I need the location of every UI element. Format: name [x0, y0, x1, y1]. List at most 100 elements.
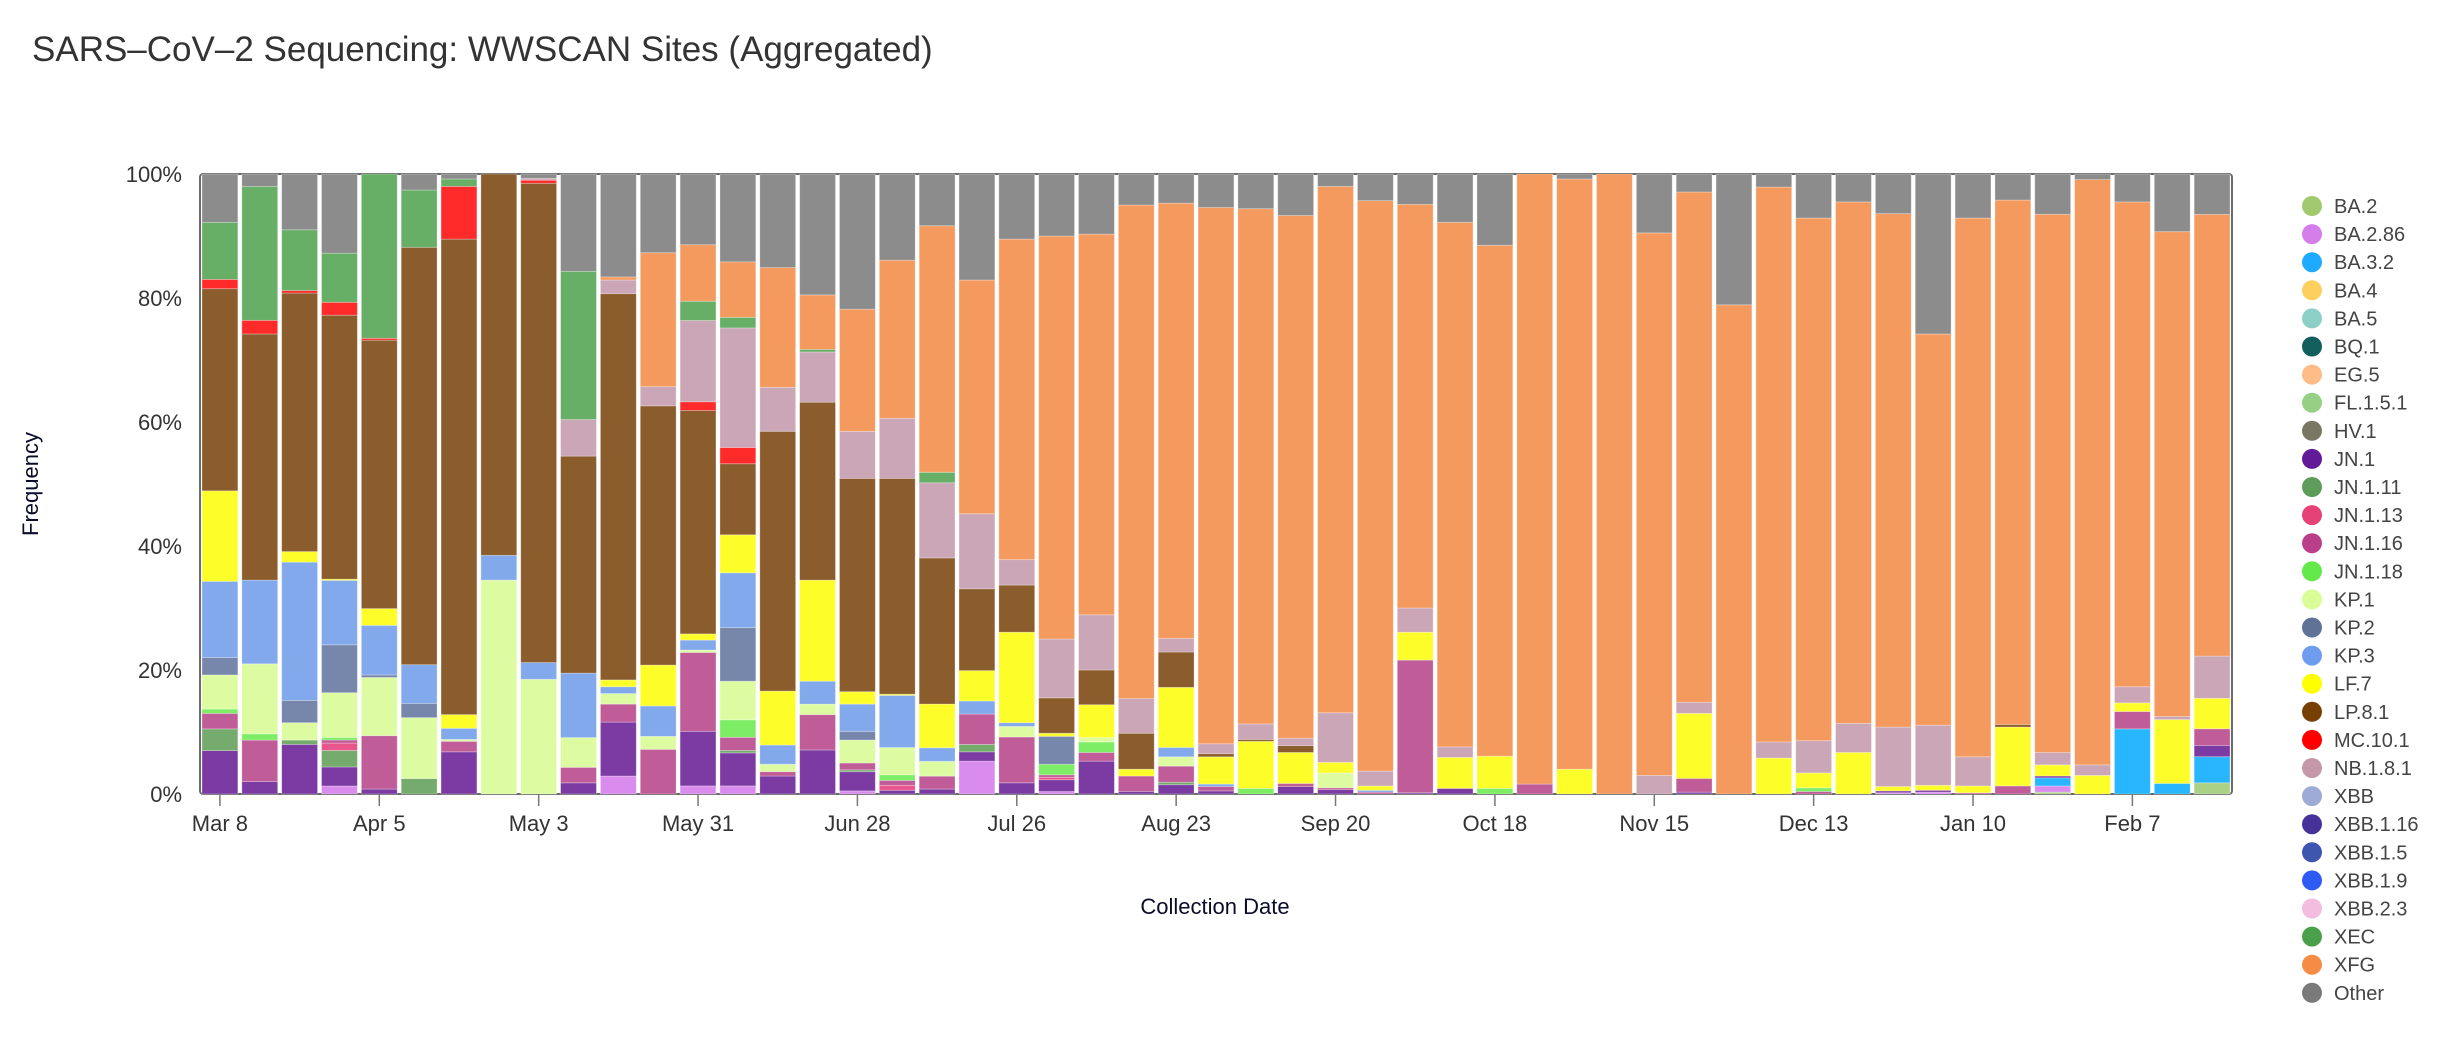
bar-segment-other[interactable] — [600, 173, 637, 278]
bar-segment-lf-7[interactable] — [1317, 761, 1354, 774]
bar-segment-lf-7[interactable] — [2114, 702, 2151, 712]
bar-segment-lf-7[interactable] — [281, 551, 318, 563]
bar-segment-nb-1-8-1[interactable] — [1835, 722, 1872, 753]
legend-item[interactable]: JN.1.13 — [2302, 505, 2403, 527]
bar-segment-jn-1-18[interactable] — [1795, 787, 1832, 792]
legend-item[interactable]: BA.3.2 — [2302, 252, 2394, 274]
bar-segment-xec[interactable] — [241, 185, 279, 321]
bar-stack[interactable] — [2153, 173, 2191, 795]
bar-stack[interactable] — [878, 173, 916, 795]
bar-stack[interactable] — [719, 173, 757, 795]
bar-stack[interactable] — [321, 173, 358, 795]
bar-segment-other[interactable] — [1556, 173, 1593, 180]
bar-segment-jn-1-16[interactable] — [1994, 785, 2032, 795]
bar-segment-kp-1[interactable] — [1317, 772, 1354, 789]
bar-segment-jn-1[interactable] — [679, 730, 717, 787]
bar-segment-lp-8-1[interactable] — [281, 292, 318, 552]
legend-item[interactable]: BA.4 — [2302, 280, 2377, 302]
bar-segment-xfg[interactable] — [839, 308, 876, 432]
bar-segment-xfg[interactable] — [1795, 217, 1832, 742]
bar-segment-jn-1-16[interactable] — [201, 713, 239, 730]
bar-segment-jn-1-16[interactable] — [1396, 659, 1434, 794]
bar-segment-xfg[interactable] — [1516, 173, 1554, 785]
bar-segment-lf-7[interactable] — [1675, 713, 1713, 779]
bar-stack[interactable] — [1635, 173, 1673, 795]
legend-item[interactable]: XBB.1.5 — [2302, 842, 2407, 864]
bar-segment-jn-1-18[interactable] — [1038, 763, 1075, 776]
bar-segment-other[interactable] — [2034, 173, 2072, 215]
bar-segment-other[interactable] — [2193, 173, 2231, 215]
bar-segment-xfg[interactable] — [679, 244, 717, 302]
bar-segment-xfg[interactable] — [1038, 235, 1075, 640]
bar-segment-lf-7[interactable] — [759, 690, 797, 746]
bar-stack[interactable] — [1157, 173, 1195, 795]
bar-segment-jn-1[interactable] — [1078, 760, 1115, 795]
bar-segment-kp-3[interactable] — [281, 561, 318, 701]
bar-segment-kp-1[interactable] — [799, 703, 836, 716]
bar-segment-kp-3[interactable] — [480, 554, 518, 581]
bar-segment-lp-8-1[interactable] — [480, 173, 518, 556]
bar-segment-jn-1-18[interactable] — [1476, 788, 1514, 795]
bar-segment-nb-1-8-1[interactable] — [600, 279, 637, 295]
bar-segment-jn-1-16[interactable] — [639, 748, 677, 795]
bar-stack[interactable] — [201, 173, 239, 795]
bar-segment-nb-1-8-1[interactable] — [1675, 701, 1713, 714]
bar-segment-xec[interactable] — [679, 300, 717, 321]
bar-stack[interactable] — [1396, 173, 1434, 795]
bar-stack[interactable] — [1875, 173, 1912, 795]
bar-segment-other[interactable] — [1078, 173, 1115, 235]
bar-stack[interactable] — [2193, 173, 2231, 795]
bar-segment-lp-8-1[interactable] — [600, 293, 637, 681]
bar-segment-lp-8-1[interactable] — [1277, 745, 1315, 753]
legend-item[interactable]: XEC — [2302, 926, 2375, 949]
bar-segment-jn-1[interactable] — [2193, 745, 2231, 758]
bar-segment-kp-1[interactable] — [1157, 756, 1195, 767]
bar-segment-xfg[interactable] — [1635, 232, 1673, 776]
legend-item[interactable]: LF.7 — [2302, 673, 2372, 696]
bar-segment-jn-1[interactable] — [281, 744, 318, 795]
bar-segment-other[interactable] — [679, 173, 717, 246]
bar-segment-kp-2[interactable] — [281, 699, 318, 724]
bar-segment-other[interactable] — [639, 173, 677, 254]
bar-segment-nb-1-8-1[interactable] — [1117, 698, 1155, 734]
bar-segment-ba-3-2[interactable] — [2193, 756, 2231, 784]
bar-stack[interactable] — [1556, 173, 1593, 795]
bar-segment-xfg[interactable] — [1994, 199, 2032, 725]
bar-segment-lp-8-1[interactable] — [360, 339, 398, 610]
bar-segment-jn-1[interactable] — [998, 782, 1036, 795]
bar-segment-xfg[interactable] — [2114, 201, 2151, 688]
bar-segment-kp-2[interactable] — [201, 657, 239, 676]
bar-segment-lp-8-1[interactable] — [878, 478, 916, 695]
bar-segment-other[interactable] — [1835, 173, 1872, 203]
bar-segment-lf-7[interactable] — [639, 664, 677, 707]
bar-segment-xfg[interactable] — [1436, 221, 1474, 748]
legend-item[interactable]: KP.2 — [2302, 617, 2375, 640]
bar-segment-kp-3[interactable] — [958, 700, 996, 715]
bar-segment-jn-1-16[interactable] — [1516, 783, 1554, 795]
bar-segment-lp-8-1[interactable] — [1197, 753, 1235, 758]
bar-segment-kp-3[interactable] — [201, 580, 239, 659]
bar-segment-xfg[interactable] — [1078, 233, 1115, 616]
bar-segment-xfg[interactable] — [1596, 173, 1633, 795]
bar-segment-jn-1-18[interactable] — [878, 774, 916, 781]
bar-segment-lf-7[interactable] — [1755, 757, 1793, 795]
bar-segment-other[interactable] — [1675, 173, 1713, 193]
bar-segment-other[interactable] — [1237, 173, 1275, 210]
bar-segment-xec[interactable] — [321, 252, 358, 303]
bar-segment-jn-1[interactable] — [321, 766, 358, 787]
bar-segment-jn-1[interactable] — [201, 750, 239, 795]
bar-segment-jn-1-18[interactable] — [719, 719, 757, 738]
bar-segment-xfg[interactable] — [1875, 213, 1912, 728]
bar-segment-lp-8-1[interactable] — [679, 410, 717, 635]
bar-segment-xfg[interactable] — [799, 294, 836, 350]
bar-stack[interactable] — [520, 173, 557, 795]
bar-segment-xfg[interactable] — [719, 261, 757, 318]
bar-segment-kp-1[interactable] — [878, 747, 916, 776]
bar-segment-jn-1[interactable] — [1277, 786, 1315, 795]
bar-segment-xec[interactable] — [719, 316, 757, 329]
bar-segment-other[interactable] — [1117, 173, 1155, 206]
bar-segment-nb-1-8-1[interactable] — [2114, 686, 2151, 704]
bar-segment-nb-1-8-1[interactable] — [958, 513, 996, 590]
bar-segment-lf-7[interactable] — [1914, 784, 1952, 791]
bar-segment-other[interactable] — [440, 173, 478, 180]
